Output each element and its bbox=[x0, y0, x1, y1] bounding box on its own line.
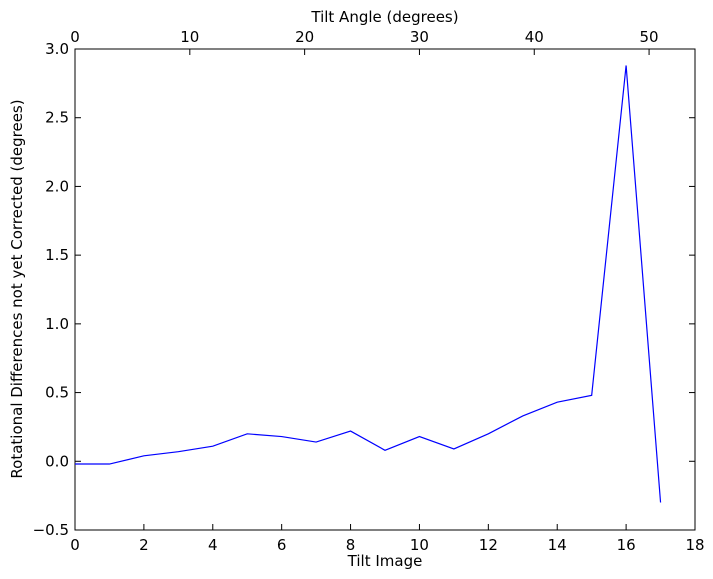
x-tick-label: 0 bbox=[70, 536, 80, 554]
top-x-tick-label: 30 bbox=[410, 28, 429, 46]
top-x-tick-label: 10 bbox=[180, 28, 199, 46]
x-tick-label: 4 bbox=[208, 536, 218, 554]
plot-area bbox=[74, 48, 696, 531]
x-tick-label: 10 bbox=[410, 536, 429, 554]
tick-labels: 0 2 4 6 8 10 12 14 16 18 0 10 20 30 40 50 −0.5 0.0 0.5 1.0 1… bbox=[33, 28, 705, 554]
x-tick-label: 8 bbox=[346, 536, 356, 554]
top-x-axis-title: Tilt Angle (degrees) bbox=[310, 8, 458, 26]
x-tick-label: 2 bbox=[139, 536, 149, 554]
x-tick-label: 6 bbox=[277, 536, 287, 554]
top-x-tick-label: 50 bbox=[640, 28, 659, 46]
y-tick-label: 2.0 bbox=[45, 177, 69, 195]
y-tick-label: 0.0 bbox=[45, 452, 69, 470]
top-x-tick-label: 20 bbox=[295, 28, 314, 46]
top-x-tick-label: 40 bbox=[525, 28, 544, 46]
y-tick-label: 1.5 bbox=[45, 246, 69, 264]
y-tick-label: −0.5 bbox=[33, 521, 69, 539]
x-tick-label: 16 bbox=[617, 536, 636, 554]
y-tick-label: 2.5 bbox=[45, 109, 69, 127]
y-tick-label: 1.0 bbox=[45, 315, 69, 333]
y-tick-label: 3.0 bbox=[45, 40, 69, 58]
x-tick-label: 18 bbox=[685, 536, 704, 554]
x-tick-label: 14 bbox=[548, 536, 567, 554]
x-axis-title: Tilt Image bbox=[347, 552, 423, 570]
top-x-tick-label: 0 bbox=[70, 28, 80, 46]
y-tick-label: 0.5 bbox=[45, 384, 69, 402]
ticks bbox=[74, 48, 696, 531]
series-line bbox=[75, 65, 662, 503]
y-axis-title: Rotational Differences not yet Corrected… bbox=[8, 99, 26, 478]
x-tick-label: 12 bbox=[479, 536, 498, 554]
series-layer bbox=[75, 65, 662, 503]
